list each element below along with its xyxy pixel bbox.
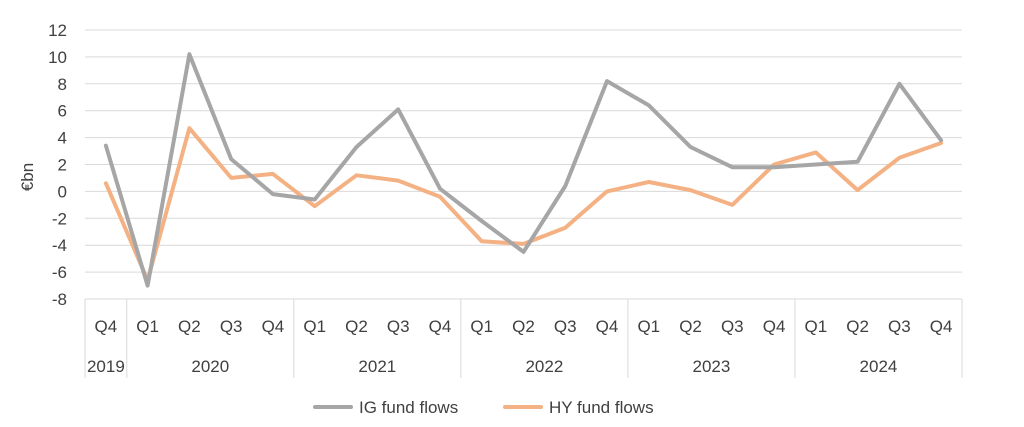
y-tick-label: -8: [52, 290, 67, 309]
x-tick-label: Q2: [512, 317, 535, 336]
x-tick-label: Q3: [721, 317, 744, 336]
year-label: 2019: [87, 357, 125, 376]
y-tick-label: -4: [52, 236, 67, 255]
x-axis: Q4 Q1 Q2 Q3 Q4 Q1 Q2 Q3 Q4 Q1 Q2 Q3 Q4 Q1 Q2 Q3 Q4 Q1 Q2 Q3…: [84, 299, 963, 378]
y-tick-label: 2: [58, 156, 67, 175]
year-label: 2022: [525, 357, 563, 376]
y-axis-label: €bn: [18, 163, 37, 191]
series-line: [103, 126, 944, 283]
x-tick-label: Q1: [303, 317, 326, 336]
series-lines: [103, 52, 944, 288]
x-tick-label: Q4: [596, 317, 619, 336]
series-line: [103, 52, 944, 288]
legend-label: HY fund flows: [549, 398, 654, 417]
x-tick-label: Q3: [387, 317, 410, 336]
y-tick-label: -2: [52, 209, 67, 228]
x-tick-label: Q1: [136, 317, 159, 336]
x-tick-label: Q2: [345, 317, 368, 336]
y-tick-label: 12: [48, 21, 67, 40]
legend-label: IG fund flows: [359, 398, 458, 417]
x-tick-label: Q2: [846, 317, 869, 336]
y-tick-label: 8: [58, 75, 67, 94]
year-label: 2021: [358, 357, 396, 376]
y-tick-label: -6: [52, 263, 67, 282]
x-tick-label: Q3: [888, 317, 911, 336]
legend: IG fund flows HY fund flows: [313, 398, 654, 417]
year-label: 2023: [693, 357, 731, 376]
year-label: 2020: [191, 357, 229, 376]
x-tick-label: Q2: [178, 317, 201, 336]
y-tick-label: 0: [58, 182, 67, 201]
x-tick-label: Q3: [220, 317, 243, 336]
x-tick-label: Q2: [679, 317, 702, 336]
year-label: 2024: [860, 357, 898, 376]
x-tick-label: Q4: [930, 317, 953, 336]
y-tick-label: 4: [58, 129, 67, 148]
x-tick-label: Q4: [262, 317, 285, 336]
x-tick-label: Q4: [95, 317, 118, 336]
x-tick-label: Q3: [554, 317, 577, 336]
x-tick-label: Q1: [637, 317, 660, 336]
y-tick-label: 6: [58, 102, 67, 121]
x-tick-label: Q1: [804, 317, 827, 336]
x-tick-label: Q4: [763, 317, 786, 336]
y-axis-ticks: 12 10 8 6 4 2 0 -2 -4 -6 -8: [48, 21, 67, 309]
x-tick-label: Q1: [470, 317, 493, 336]
x-tick-label: Q4: [429, 317, 452, 336]
y-tick-label: 10: [48, 48, 67, 67]
